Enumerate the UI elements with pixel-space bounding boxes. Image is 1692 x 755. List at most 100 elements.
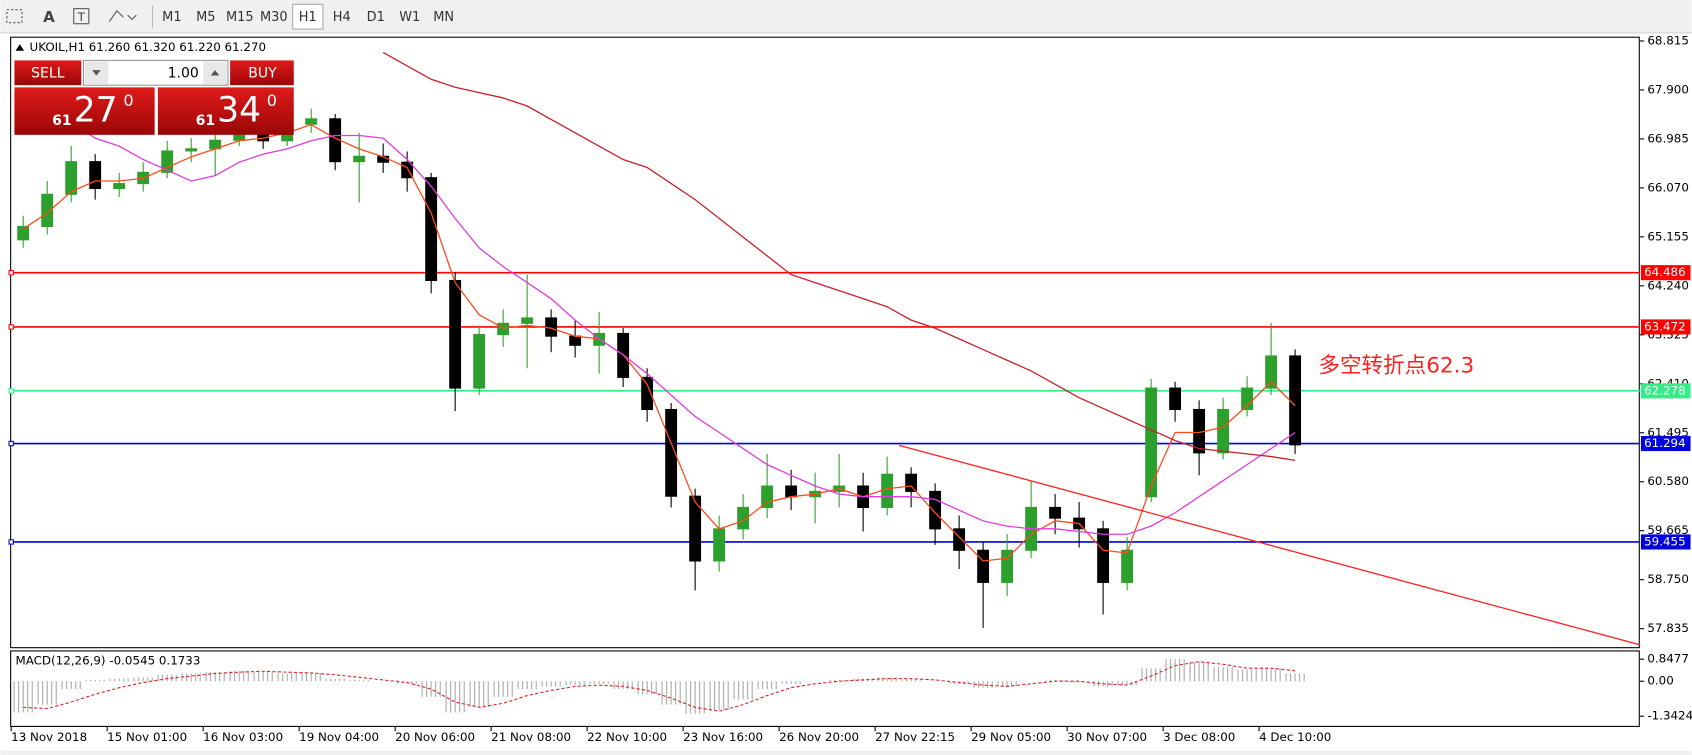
y-tick-label: -1.3424 bbox=[1647, 709, 1692, 723]
candle-body bbox=[1265, 355, 1278, 389]
macd-signal bbox=[23, 661, 1296, 712]
axes: 68.81567.90066.98566.07065.15564.24063.3… bbox=[8, 33, 1692, 744]
candle-body bbox=[113, 183, 126, 189]
x-tick-label: 4 Dec 10:00 bbox=[1259, 730, 1331, 744]
text-tool[interactable]: T bbox=[77, 10, 86, 24]
candle-body bbox=[1049, 506, 1062, 519]
y-tick-label: 61.495 bbox=[1647, 425, 1689, 439]
x-tick-label: 23 Nov 16:00 bbox=[683, 730, 763, 744]
candle-body bbox=[521, 317, 534, 324]
buy-label[interactable]: BUY bbox=[248, 65, 277, 81]
lot-down-arrow bbox=[92, 70, 101, 76]
timeframe-button[interactable]: M15 bbox=[226, 10, 254, 25]
bottom-bar bbox=[0, 750, 1692, 755]
x-tick-label: 30 Nov 07:00 bbox=[1067, 730, 1147, 744]
lot-value[interactable]: 1.00 bbox=[168, 65, 199, 81]
candle-body bbox=[41, 193, 54, 227]
level-marker bbox=[8, 269, 14, 276]
moving-average bbox=[22, 89, 1296, 535]
level-marker bbox=[8, 539, 14, 545]
trendline bbox=[898, 444, 1640, 646]
x-tick-label: 22 Nov 10:00 bbox=[587, 730, 667, 744]
x-tick-label: 15 Nov 01:00 bbox=[107, 730, 187, 744]
candle-body bbox=[89, 161, 102, 189]
toolbar-border bbox=[0, 32, 1692, 34]
candle-body bbox=[1289, 355, 1302, 446]
level-label: 62.278 bbox=[1644, 383, 1686, 397]
macd-label: MACD(12,26,9) -0.0545 0.1733 bbox=[16, 654, 201, 668]
y-tick-label: 66.985 bbox=[1647, 131, 1689, 145]
candle-body bbox=[1121, 549, 1134, 583]
candle-body bbox=[881, 473, 894, 508]
candle-body bbox=[17, 225, 30, 241]
y-tick-label: 0.00 bbox=[1647, 674, 1673, 688]
candle-body bbox=[305, 118, 318, 125]
y-tick-label: 64.240 bbox=[1647, 278, 1689, 292]
bid-sup: 0 bbox=[123, 91, 133, 110]
timeframe-button[interactable]: H1 bbox=[299, 10, 317, 25]
x-tick-label: 29 Nov 05:00 bbox=[971, 730, 1051, 744]
candle-body bbox=[425, 177, 438, 282]
buy-button[interactable] bbox=[230, 60, 294, 86]
y-tick-label: 57.835 bbox=[1647, 621, 1689, 635]
level-label-box bbox=[1640, 383, 1691, 399]
toolbar-icons bbox=[6, 8, 137, 25]
timeframe-button[interactable]: H4 bbox=[333, 10, 351, 25]
candle-body bbox=[641, 376, 654, 411]
bid-small: 61 bbox=[52, 113, 72, 129]
level-label-box bbox=[1640, 265, 1691, 281]
candle-body bbox=[953, 528, 966, 551]
candle-body bbox=[449, 279, 462, 389]
ask-big: 34 bbox=[217, 91, 261, 131]
x-tick-label: 3 Dec 08:00 bbox=[1163, 730, 1235, 744]
ask-box[interactable] bbox=[157, 87, 294, 135]
timeframe-active bbox=[292, 3, 324, 30]
bid-big: 27 bbox=[74, 91, 118, 131]
y-tick-label: 58.750 bbox=[1647, 572, 1689, 586]
x-tick-label: 20 Nov 06:00 bbox=[395, 730, 475, 744]
candle-body bbox=[473, 334, 486, 389]
moving-average bbox=[22, 123, 1296, 562]
timeframe-button[interactable]: MN bbox=[433, 10, 454, 25]
candle-body bbox=[401, 161, 414, 179]
sell-button[interactable] bbox=[14, 60, 82, 86]
timeframe-button[interactable]: M1 bbox=[162, 10, 181, 25]
timeframe-button[interactable]: W1 bbox=[399, 10, 420, 25]
candle-body bbox=[161, 150, 174, 173]
bid-box[interactable] bbox=[14, 87, 155, 135]
font-button[interactable]: A bbox=[43, 8, 55, 26]
candle-body bbox=[689, 495, 702, 562]
moving-average bbox=[382, 51, 1296, 461]
macd-plot-frame bbox=[10, 650, 1640, 727]
level-label: 59.455 bbox=[1644, 534, 1686, 548]
level-label-box bbox=[1640, 319, 1691, 335]
candle-body bbox=[713, 528, 726, 562]
candle-body bbox=[1097, 528, 1110, 583]
level-label: 61.294 bbox=[1644, 436, 1686, 450]
x-tick-label: 27 Nov 22:15 bbox=[875, 730, 955, 744]
y-tick-label: 65.155 bbox=[1647, 229, 1689, 243]
candle-body bbox=[785, 485, 798, 498]
candle-body bbox=[1169, 387, 1182, 411]
y-tick-label: 67.900 bbox=[1647, 82, 1689, 96]
lot-up-arrow bbox=[210, 70, 220, 76]
timeframe-button[interactable]: D1 bbox=[367, 10, 385, 25]
main-plot bbox=[11, 51, 1640, 646]
level-marker bbox=[8, 324, 14, 330]
candle-body bbox=[353, 155, 366, 163]
candle-body bbox=[905, 473, 918, 492]
annotation: 多空转折点62.3 bbox=[1318, 354, 1474, 379]
candle-body bbox=[1217, 408, 1230, 454]
collapse-arrow[interactable] bbox=[15, 44, 25, 51]
candle-body bbox=[1001, 549, 1014, 583]
level-label: 64.486 bbox=[1644, 265, 1686, 279]
y-tick-label: 66.070 bbox=[1647, 180, 1689, 194]
level-label: 63.472 bbox=[1644, 319, 1686, 333]
x-tick-label: 19 Nov 04:00 bbox=[299, 730, 379, 744]
timeframe-button[interactable]: M5 bbox=[196, 10, 215, 25]
candle-body bbox=[929, 490, 942, 530]
candle-body bbox=[233, 134, 246, 141]
sell-label[interactable]: SELL bbox=[31, 65, 65, 81]
candle-body bbox=[665, 408, 678, 497]
timeframe-button[interactable]: M30 bbox=[260, 10, 288, 25]
